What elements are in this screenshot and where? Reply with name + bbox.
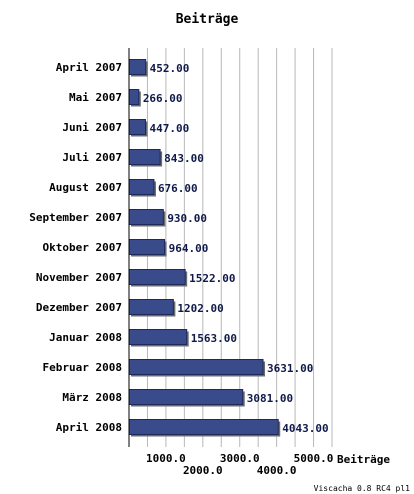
category-labels: April 2007 Mai 2007 Juni 2007 Juli 2007 Augu… (29, 61, 122, 434)
x-axis-label: Beiträge (337, 453, 390, 466)
value-label: 1522.00 (189, 272, 235, 285)
value-label: 843.00 (164, 152, 204, 165)
category-label: November 2007 (36, 271, 122, 284)
category-label: Mai 2007 (69, 91, 122, 104)
category-label: Juli 2007 (62, 151, 122, 164)
category-label: April 2008 (56, 421, 122, 434)
category-label: Dezember 2007 (36, 301, 122, 314)
bar (128, 89, 140, 105)
bar (128, 359, 264, 375)
category-label: März 2008 (62, 391, 122, 404)
value-label: 3631.00 (267, 362, 313, 375)
bar (128, 209, 164, 225)
category-label: Februar 2008 (43, 361, 122, 374)
category-label: April 2007 (56, 61, 122, 74)
bar (128, 119, 146, 135)
value-label: 1202.00 (177, 302, 223, 315)
x-tick-label: 5000.0 (294, 452, 334, 465)
x-tick-label: 2000.0 (183, 464, 223, 477)
category-label: August 2007 (49, 181, 122, 194)
bar (128, 179, 155, 195)
bar (128, 239, 166, 255)
x-tick-label: 4000.0 (257, 464, 297, 477)
chart-title: Beiträge (176, 12, 239, 27)
category-label: Juni 2007 (62, 121, 122, 134)
bar (128, 59, 147, 75)
footer-credit: Viscacha 0.8 RC4 pl1 (314, 484, 411, 493)
value-label: 930.00 (167, 212, 207, 225)
category-label: September 2007 (29, 211, 122, 224)
bar (128, 149, 161, 165)
value-label: 447.00 (149, 122, 189, 135)
x-tick-label: 1000.0 (146, 452, 186, 465)
value-label: 676.00 (158, 182, 198, 195)
value-label: 452.00 (150, 62, 190, 75)
value-label: 964.00 (169, 242, 209, 255)
grid-lines (146, 48, 333, 447)
bar (128, 389, 244, 405)
bar (128, 419, 279, 435)
value-labels: 452.00 266.00 447.00 843.00 676.00 930.00 964.… (143, 62, 329, 435)
value-label: 266.00 (143, 92, 183, 105)
category-label: Januar 2008 (49, 331, 122, 344)
bar (128, 269, 186, 285)
value-label: 4043.00 (282, 422, 328, 435)
bar (128, 329, 188, 345)
bars (128, 59, 281, 437)
value-label: 1563.00 (191, 332, 237, 345)
bar (128, 299, 174, 315)
x-tick-label: 3000.0 (220, 452, 260, 465)
value-label: 3081.00 (247, 392, 293, 405)
category-label: Oktober 2007 (43, 241, 122, 254)
